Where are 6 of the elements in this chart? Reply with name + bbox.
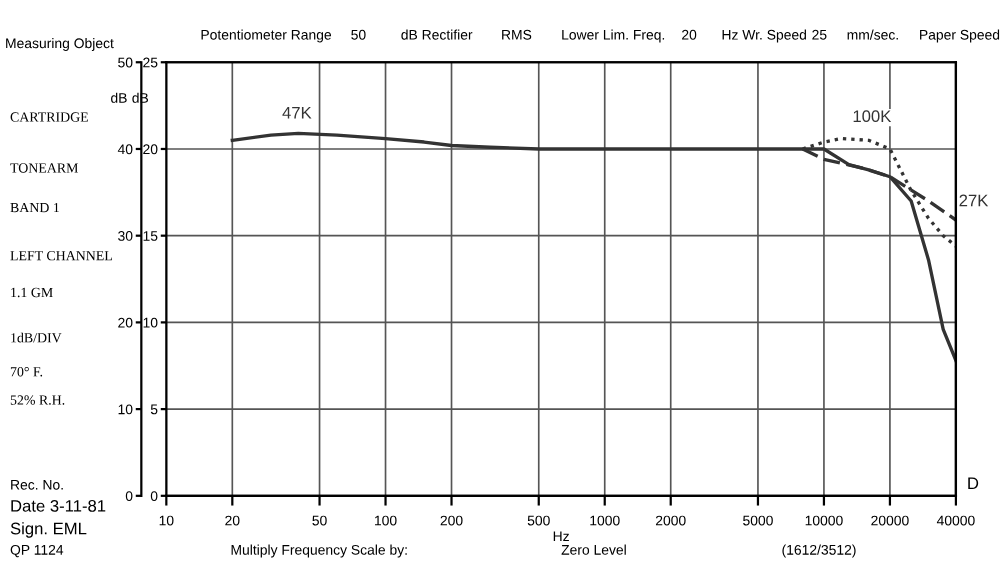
text: Sign. EML: [10, 522, 87, 538]
text: Date 3-11-81: [11, 499, 106, 512]
series-label: 47K: [282, 106, 312, 119]
series-label: 27K: [959, 194, 989, 207]
series-label: 100K: [853, 110, 892, 123]
text: D: [968, 477, 979, 489]
